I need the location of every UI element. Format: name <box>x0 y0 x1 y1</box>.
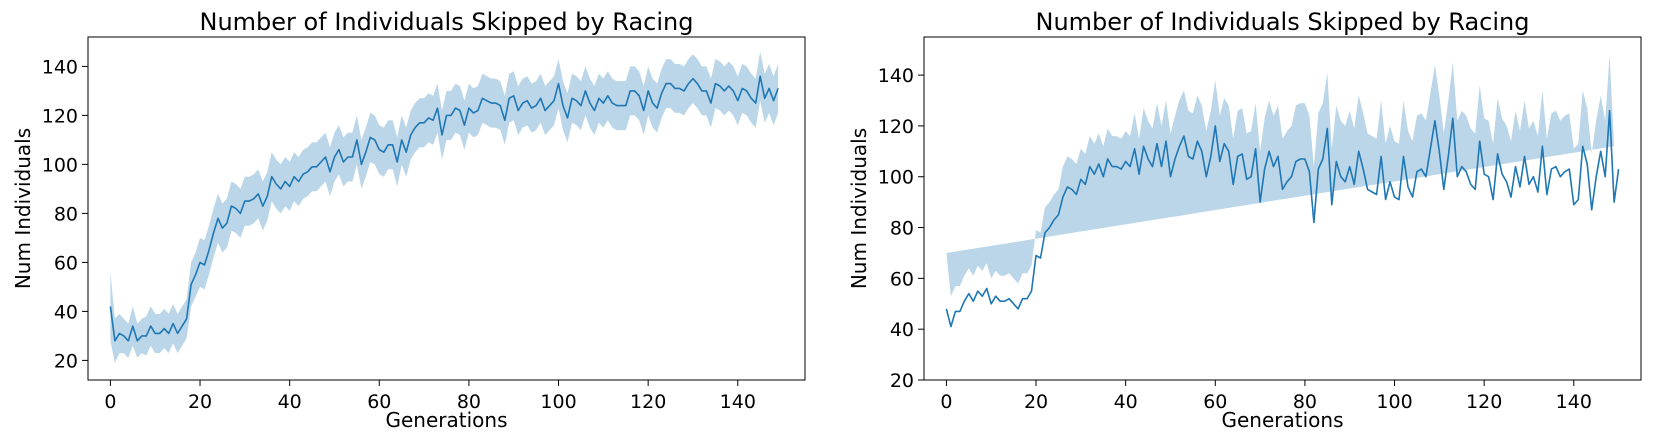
y-tick-label: 120 <box>42 105 78 127</box>
x-tick-label: 40 <box>1114 391 1138 413</box>
x-tick-label: 140 <box>1556 391 1592 413</box>
x-tick-label: 140 <box>720 391 756 413</box>
axes-frame <box>87 36 806 381</box>
y-tick-label: 60 <box>890 268 914 290</box>
y-tick-label: 80 <box>54 203 78 225</box>
x-tick-label: 120 <box>1466 391 1502 413</box>
x-axis-label: Generations <box>1222 408 1344 432</box>
x-axis-label: Generations <box>386 408 508 432</box>
axes-frame <box>923 36 1642 381</box>
mean-line <box>945 109 1620 328</box>
x-tick-label: 40 <box>278 391 302 413</box>
y-tick-label: 40 <box>890 319 914 341</box>
y-tick-label: 140 <box>42 56 78 78</box>
y-tick-label: 80 <box>890 218 914 240</box>
y-tick-label: 40 <box>54 301 78 323</box>
chart-title: Number of Individuals Skipped by Racing <box>1036 8 1530 36</box>
x-tick-label: 120 <box>630 391 666 413</box>
y-axis-label: Num Individuals <box>847 128 871 289</box>
y-tick-label: 140 <box>878 65 914 87</box>
y-tick-label: 60 <box>54 252 78 274</box>
x-tick-label: 60 <box>367 391 391 413</box>
x-tick-label: 60 <box>1203 391 1227 413</box>
x-tick-label: 20 <box>1024 391 1048 413</box>
y-axis-label: Num Individuals <box>11 128 35 289</box>
x-tick-label: 0 <box>940 391 952 413</box>
y-tick-label: 20 <box>890 370 914 392</box>
x-tick-label: 80 <box>1293 391 1317 413</box>
x-tick-label: 80 <box>457 391 481 413</box>
y-tick-label: 100 <box>42 154 78 176</box>
y-tick-label: 120 <box>878 116 914 138</box>
mean-line <box>109 75 779 342</box>
chart-title: Number of Individuals Skipped by Racing <box>200 8 694 36</box>
x-tick-label: 100 <box>1376 391 1412 413</box>
x-tick-label: 20 <box>188 391 212 413</box>
confidence-band <box>110 51 779 363</box>
x-tick-label: 0 <box>104 391 116 413</box>
y-tick-label: 100 <box>878 167 914 189</box>
x-tick-label: 100 <box>540 391 576 413</box>
chart-panel-2: 0 20 40 60 80 100 120 140 20 40 60 80 100 120 140 Numbe… <box>847 8 1642 432</box>
y-tick-label: 20 <box>54 350 78 372</box>
chart-panel-1: 0 20 40 60 80 100 120 140 20 40 60 80 100 120 140 Numbe… <box>11 8 806 432</box>
